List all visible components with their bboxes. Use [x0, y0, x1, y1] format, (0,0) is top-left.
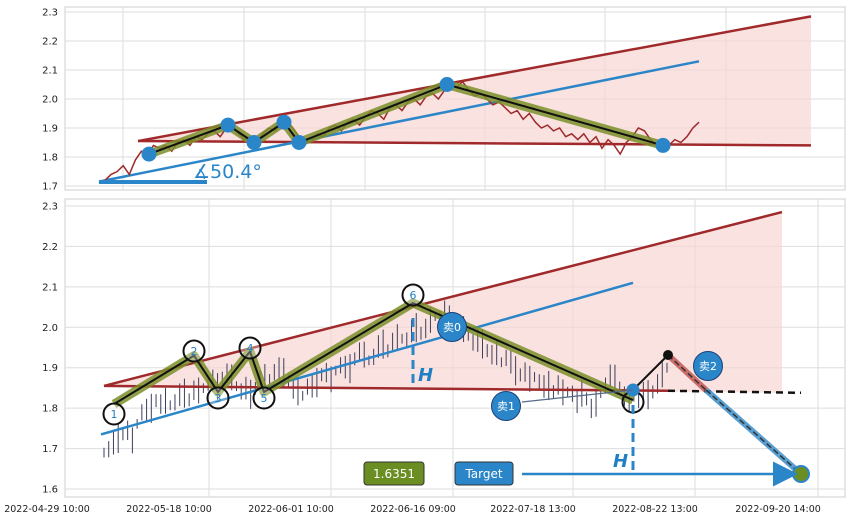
top-wave-markers — [141, 77, 671, 162]
price-badge — [363, 461, 425, 486]
projection-point — [663, 350, 673, 360]
bottom-x-tick-label: 2022-08-22 13:00 — [612, 504, 698, 515]
top-y-tick-label: 1.8 — [42, 153, 58, 164]
projection-down-bg — [665, 352, 709, 393]
top-upper-trendline — [137, 15, 812, 143]
bottom-y-tick-label: 1.9 — [42, 363, 58, 374]
bottom-y-tick-label: 2.0 — [42, 323, 58, 334]
bottom-x-tick-label: 2022-06-01 10:00 — [248, 504, 334, 515]
bottom-blue-trendline — [100, 281, 634, 436]
wave-label: 3 — [215, 392, 222, 405]
bottom-y-tick-label: 2.3 — [42, 202, 58, 213]
wave-label: 4 — [247, 342, 254, 355]
bottom-x-tick-label: 2022-04-29 10:00 — [4, 504, 90, 515]
target-badge — [454, 461, 514, 486]
top-y-tick-label: 2.2 — [42, 37, 58, 48]
wave-point-marker — [655, 137, 671, 153]
target-annotations: 1.6351 Target — [363, 461, 514, 486]
projection-path — [521, 350, 810, 487]
wave-point-marker — [276, 114, 292, 130]
bottom-x-tick-label: 2022-05-18 10:00 — [126, 504, 212, 515]
wave-label-circle — [206, 386, 230, 410]
height-label: H — [613, 451, 628, 472]
top-blue-trendline — [98, 60, 700, 183]
bottom-lower-trendline — [103, 384, 669, 393]
bottom-y-tick-label: 2.1 — [42, 282, 58, 293]
wave-label-circle — [102, 402, 126, 426]
wave-label: 1 — [111, 408, 118, 421]
height-markers: HH — [411, 318, 635, 474]
sell-signals: 卖0 卖1 卖2 — [437, 312, 723, 421]
sell-signal-marker — [491, 391, 521, 421]
signal-connector — [521, 389, 634, 403]
bottom-x-tick-label: 2022-09-20 14:00 — [735, 504, 821, 515]
bottom-shaded-triangle — [104, 212, 782, 393]
target-label: Target — [464, 467, 502, 481]
bottom-wave-line — [113, 302, 634, 405]
lower-trendline-extension — [667, 389, 802, 395]
bottom-y-axis: 1.6 1.7 1.8 1.9 2.0 2.1 2.2 2.3 — [42, 202, 58, 496]
top-y-axis: 1.7 1.8 1.9 2.0 2.1 2.2 2.3 — [42, 8, 58, 193]
bottom-x-axis: 2022-04-29 10:00 2022-05-18 10:00 2022-06-… — [4, 504, 821, 515]
top-y-tick-label: 2.3 — [42, 8, 58, 19]
wave-label-circle — [252, 386, 276, 410]
top-y-tick-label: 2.0 — [42, 95, 58, 106]
top-y-tick-label: 1.7 — [42, 182, 58, 193]
bottom-x-tick-label: 2022-07-18 13:00 — [490, 504, 576, 515]
top-price-panel: 1.7 1.8 1.9 2.0 2.1 2.2 2.3 ∡50.4° — [42, 6, 846, 193]
wave-point-marker — [291, 135, 307, 150]
angle-label: ∡50.4° — [193, 161, 262, 183]
wave-label-circle — [401, 283, 425, 307]
projection-up — [632, 354, 669, 391]
target-point — [792, 465, 810, 483]
bottom-price-panel: 1.6 1.7 1.8 1.9 2.0 2.1 2.2 2.3 2022-04-29 10:0… — [4, 198, 846, 515]
wave-label-circle — [238, 336, 262, 360]
wave-label: 2 — [191, 345, 198, 358]
wave-label-circle — [182, 339, 206, 363]
top-y-tick-label: 2.1 — [42, 66, 58, 77]
sell-signal-marker — [437, 312, 467, 342]
top-y-tick-label: 1.9 — [42, 124, 58, 135]
wave-point-marker — [439, 77, 455, 92]
sell-signal-label: 卖1 — [497, 400, 515, 413]
wave-point-marker — [220, 117, 236, 133]
sell-signal-label: 卖0 — [443, 321, 461, 334]
wave-label: 5 — [261, 392, 268, 405]
sell-signal-marker — [693, 351, 723, 381]
bottom-x-tick-label: 2022-06-16 09:00 — [370, 504, 456, 515]
wave-point-marker — [246, 135, 262, 150]
bottom-y-tick-label: 1.6 — [42, 485, 58, 496]
bottom-y-tick-label: 1.7 — [42, 444, 58, 455]
bottom-y-tick-label: 2.2 — [42, 242, 58, 253]
bottom-upper-trendline — [103, 210, 783, 388]
price-label: 1.6351 — [373, 467, 415, 481]
wave-point-labels: 1 2 3 4 5 6 — [102, 283, 645, 426]
bottom-y-tick-label: 1.8 — [42, 404, 58, 415]
sell-signal-label: 卖2 — [699, 360, 717, 373]
wave-point-marker — [141, 146, 157, 162]
height-label: H — [418, 365, 433, 386]
wave-label: 6 — [410, 289, 417, 302]
target-path — [705, 389, 802, 475]
